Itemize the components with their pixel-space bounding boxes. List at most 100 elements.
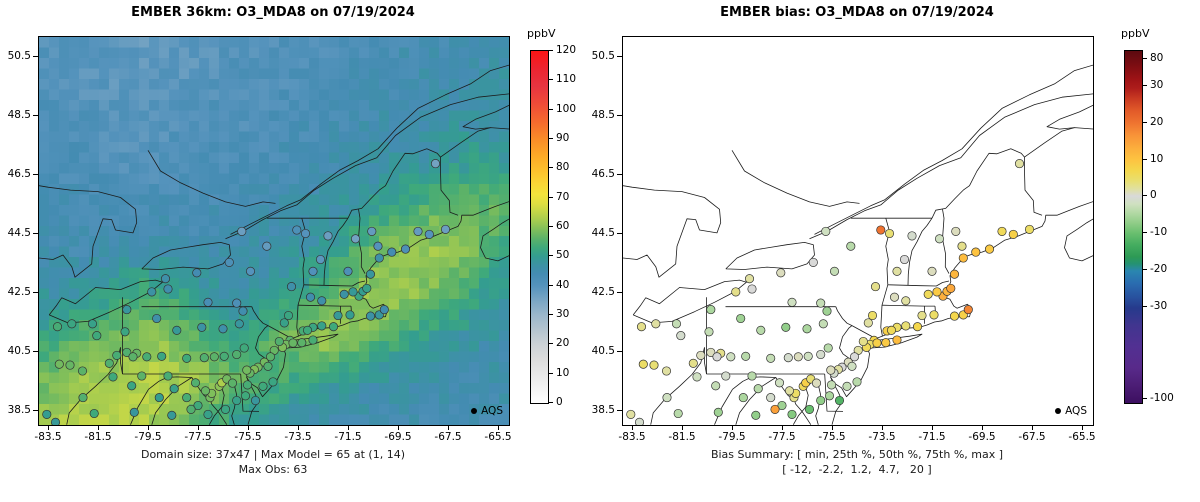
site-marker [662, 393, 672, 403]
colorbar-tick-label: 10 [556, 366, 570, 379]
site-marker [152, 313, 162, 324]
site-marker [847, 361, 857, 371]
y-tick-mark [617, 291, 622, 293]
y-tick-label: 50.5 [7, 49, 31, 62]
boundary-line [147, 150, 276, 207]
site-marker [365, 269, 376, 279]
site-marker [292, 225, 302, 235]
site-marker [199, 353, 209, 363]
caption-domain-size: Domain size: 37x47 | Max Model = 65 at (… [140, 448, 405, 461]
colorbar-tick-mark [1143, 57, 1147, 59]
x-tick-mark [782, 425, 783, 430]
site-marker [224, 257, 234, 267]
boundary-line [66, 347, 121, 425]
y-tick-label: 44.5 [7, 226, 31, 239]
x-tick-mark [982, 425, 983, 430]
colorbar-tick-label: 0 [1150, 189, 1157, 202]
colorbar-tick-label: 40 [556, 278, 570, 291]
site-marker [889, 292, 900, 302]
site-marker [741, 351, 751, 361]
site-marker [784, 386, 795, 396]
boundary-line [814, 64, 1093, 235]
site-marker [263, 361, 273, 371]
aqs-label: AQS [481, 405, 503, 417]
site-marker [881, 338, 891, 348]
colorbar-tick-label: 120 [556, 44, 577, 56]
site-marker [957, 241, 967, 251]
colorbar-tick-mark [549, 79, 553, 81]
site-marker [242, 380, 253, 390]
boundary-line [246, 201, 509, 398]
boundary-line [942, 209, 950, 274]
x-tick-label: -79.5 [718, 431, 746, 443]
y-tick-label: 50.5 [591, 49, 615, 62]
colorbar-tick-label: -100 [1150, 392, 1174, 405]
ozone-colorbar [530, 50, 549, 404]
site-marker [265, 352, 276, 362]
site-marker [122, 305, 132, 315]
site-marker [932, 287, 942, 297]
boundary-line [1024, 127, 1093, 158]
site-marker [203, 409, 213, 419]
site-marker [137, 371, 147, 381]
colorbar-tick-label: 0 [556, 396, 563, 408]
boundary-line [48, 279, 163, 324]
site-marker [219, 351, 229, 361]
x-tick-label: -65.5 [1068, 431, 1096, 443]
site-marker [804, 404, 815, 414]
y-tick-mark [33, 173, 38, 175]
x-tick-mark [1082, 425, 1083, 430]
site-marker [345, 310, 355, 320]
x-tick-mark [448, 425, 449, 430]
y-tick-mark [617, 173, 622, 175]
site-marker [704, 327, 714, 337]
colorbar-tick-mark [1143, 305, 1147, 307]
boundary-line [1046, 104, 1093, 130]
site-marker [112, 350, 122, 360]
x-tick-mark [198, 425, 199, 430]
site-marker [706, 347, 716, 357]
site-marker [899, 254, 910, 265]
boundary-line [887, 280, 950, 287]
boundary-line [835, 306, 853, 326]
boundary-line [1064, 218, 1093, 262]
site-marker [238, 306, 248, 316]
site-marker [245, 266, 256, 276]
y-tick-mark [617, 114, 622, 116]
colorbar-tick-label: 50 [556, 249, 570, 262]
colorbar-tick-mark [549, 402, 553, 403]
y-tick-label: 46.5 [7, 167, 31, 180]
site-marker [821, 226, 831, 236]
site-marker [104, 358, 114, 368]
site-marker [163, 284, 173, 294]
x-tick-label: -83.5 [618, 431, 646, 443]
site-marker [200, 386, 211, 396]
boundary-line [735, 377, 777, 425]
site-marker [362, 283, 372, 293]
site-marker [240, 391, 251, 401]
site-marker [638, 359, 648, 369]
site-marker [308, 266, 318, 276]
x-tick-mark [48, 425, 49, 430]
y-tick-label: 42.5 [591, 285, 615, 298]
boundary-line [297, 304, 351, 307]
site-marker [52, 322, 63, 332]
x-tick-label: -69.5 [968, 431, 996, 443]
site-marker [232, 395, 242, 406]
site-marker [190, 378, 201, 388]
colorbar-tick-label: 90 [556, 132, 570, 144]
site-marker [661, 366, 672, 376]
site-marker [227, 378, 238, 388]
site-marker [997, 226, 1007, 236]
site-marker [50, 417, 61, 425]
site-marker [147, 287, 157, 297]
site-marker [692, 372, 702, 382]
site-marker [286, 282, 297, 292]
site-marker [182, 353, 192, 363]
site-marker [826, 380, 837, 390]
site-marker [901, 296, 911, 306]
site-marker [849, 352, 860, 362]
site-marker [721, 371, 731, 381]
x-tick-label: -65.5 [484, 431, 512, 443]
site-marker [711, 381, 721, 391]
